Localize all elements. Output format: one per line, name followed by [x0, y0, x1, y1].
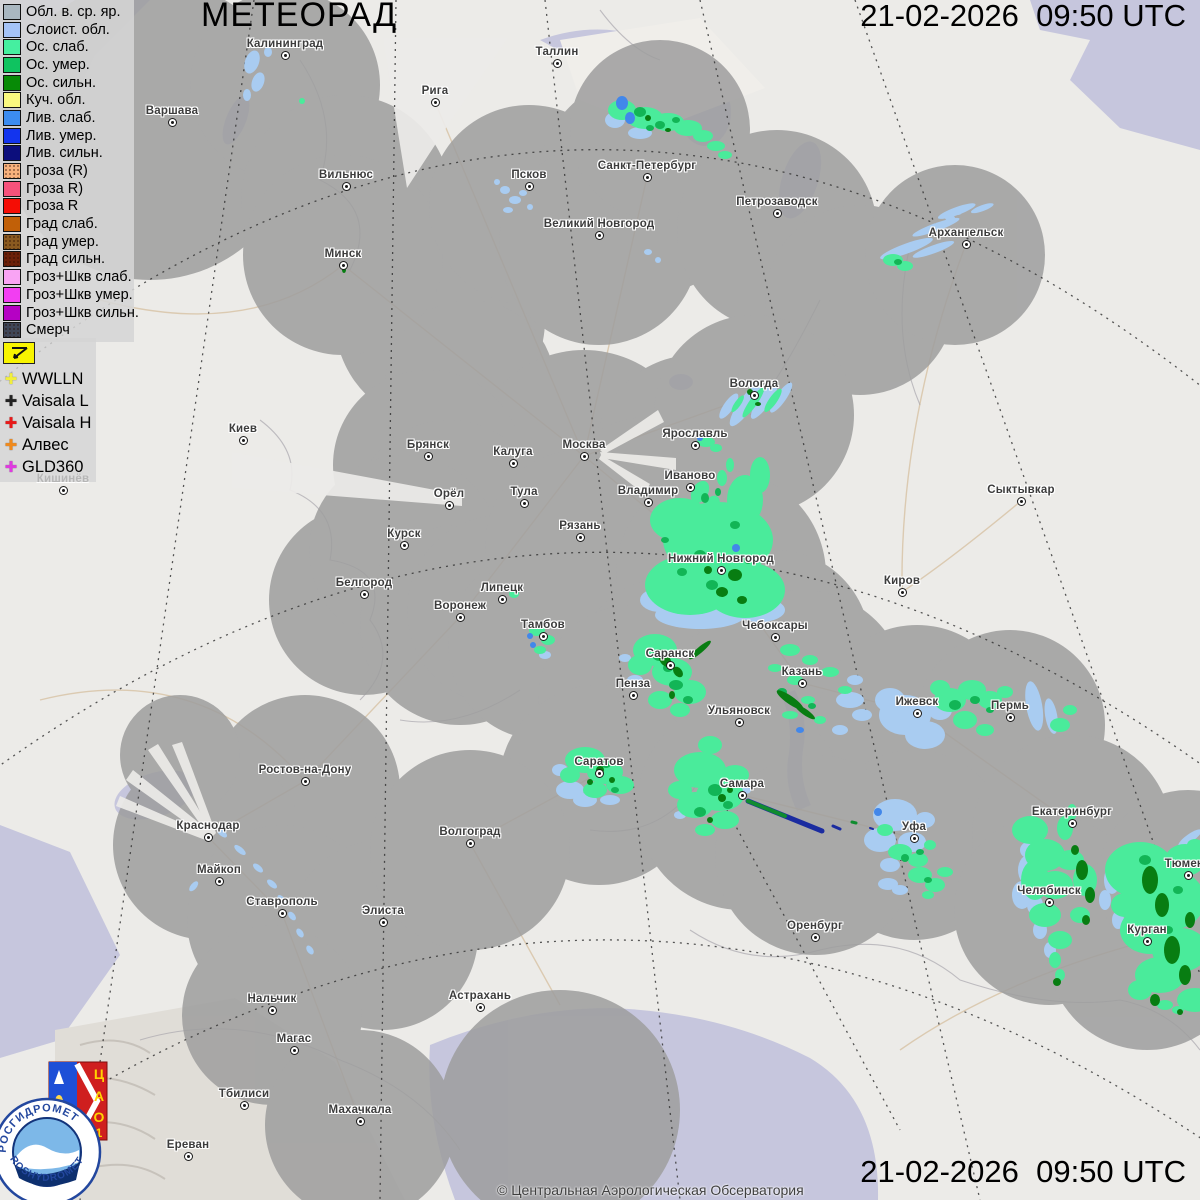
legend-label: Град умер. [26, 233, 99, 250]
legend-color-chip [3, 216, 21, 233]
legend-color-chip [3, 127, 21, 144]
legend-color-chip [3, 286, 21, 303]
legend-color-chip [3, 109, 21, 126]
lightning-row: ✚ WWLLN [2, 368, 96, 390]
legend-color-chip [3, 39, 21, 56]
legend-color-chip [3, 251, 21, 268]
legend-row: Ос. сильн. [3, 74, 134, 92]
legend-row: Лив. слаб. [3, 109, 134, 127]
legend-label: Обл. в. ср. яр. [26, 3, 121, 20]
legend-row: Гроз+Шкв сильн. [3, 304, 139, 322]
lightning-cross-icon: ✚ [4, 393, 18, 410]
lightning-cross-icon: ✚ [4, 415, 18, 432]
legend-label: Гроз+Шкв умер. [26, 286, 133, 303]
legend-color-chip [3, 304, 21, 321]
legend-label: Лив. сильн. [26, 145, 103, 162]
legend-color-chip [3, 145, 21, 162]
legend-color-chip [3, 92, 21, 109]
legend-label: Гроза (R) [26, 163, 88, 180]
samara-spike [745, 798, 874, 834]
svg-text:А: А [94, 1088, 104, 1104]
legend-color-chip [3, 3, 21, 20]
legend-color-chip [3, 56, 21, 73]
legend-row: Гроза R [3, 198, 134, 216]
beam-gaps [116, 38, 676, 841]
lightning-legend: ✚ WWLLN ✚ Vaisala L ✚ Vaisala H ✚ Алвес ✚ GLD360 [0, 338, 96, 482]
legend-label: Ос. сильн. [26, 74, 96, 91]
legend-label: Гроза R [26, 198, 79, 215]
legend-row: Слоист. обл. [3, 21, 134, 39]
legend-row: Град сильн. [3, 251, 134, 269]
page-title: МЕТЕОРАД [201, 0, 398, 34]
legend-label: Гроз+Шкв сильн. [26, 304, 139, 321]
legend-label: Лив. умер. [26, 127, 97, 144]
krasnodar-speckle [189, 881, 199, 892]
legend-label: Гроз+Шкв слаб. [26, 269, 132, 286]
legend-row: Град умер. [3, 233, 134, 251]
legend-row: Лив. умер. [3, 127, 134, 145]
legend-label: Гроза R) [26, 180, 84, 197]
legend-color-chip [3, 163, 21, 180]
lightning-cross-icon: ✚ [4, 437, 18, 454]
timestamp-bottom: 21-02-2026 09:50 UTC [860, 1154, 1186, 1189]
lightning-label: Vaisala H [22, 413, 92, 432]
roshydromet-logo: РОСГИДРОМЕТ ROSHYDROMET [0, 1097, 102, 1200]
legend-row: Гроз+Шкв слаб. [3, 268, 134, 286]
lightning-label: Vaisala L [22, 391, 89, 410]
lightning-row: ✚ GLD360 [2, 456, 96, 478]
precip-legend: Обл. в. ср. яр. Слоист. обл. Ос. слаб. Ос. … [0, 0, 139, 343]
legend-color-chip [3, 198, 21, 215]
legend-row: Смерч [3, 321, 134, 339]
legend-row: Гроза R) [3, 180, 134, 198]
lightning-label: GLD360 [22, 457, 84, 476]
squall-symbol [3, 342, 35, 364]
legend-color-chip [3, 21, 21, 38]
legend-label: Ос. умер. [26, 56, 90, 73]
timestamp-top: 21-02-2026 09:50 UTC [860, 0, 1186, 33]
legend-label: Куч. обл. [26, 92, 86, 109]
attribution: © Центральная Аэрологическая Обсерватори… [497, 1182, 804, 1198]
precip-legend-list: Обл. в. ср. яр. Слоист. обл. Ос. слаб. Ос. … [3, 3, 139, 339]
logo-area [0, 1055, 120, 1200]
legend-row: Ос. слаб. [3, 38, 134, 56]
legend-color-chip [3, 322, 21, 339]
legend-color-chip [3, 269, 21, 286]
lightning-row: ✚ Vaisala H [2, 412, 96, 434]
lightning-label: WWLLN [22, 369, 84, 388]
legend-row: Куч. обл. [3, 91, 134, 109]
legend-color-chip [3, 233, 21, 250]
legend-color-chip [3, 180, 21, 197]
cao-letters: Ц [94, 1066, 105, 1082]
legend-row: Гроз+Шкв умер. [3, 286, 134, 304]
lightning-label: Алвес [22, 435, 69, 454]
squall-arrow-icon [12, 347, 28, 359]
lightning-cross-icon: ✚ [4, 371, 18, 388]
legend-label: Лив. слаб. [26, 109, 96, 126]
legend-row: Ос. умер. [3, 56, 134, 74]
legend-label: Град слаб. [26, 216, 98, 233]
legend-row: Гроза (R) [3, 162, 134, 180]
legend-label: Ос. слаб. [26, 39, 89, 56]
precip-shower-blue [527, 96, 882, 816]
legend-label: Слоист. обл. [26, 21, 110, 38]
legend-color-chip [3, 74, 21, 91]
legend-row: Град слаб. [3, 215, 134, 233]
lightning-row: ✚ Алвес [2, 434, 96, 456]
legend-label: Смерч [26, 322, 70, 339]
legend-row: Лив. сильн. [3, 145, 134, 163]
legend-label: Град сильн. [26, 251, 106, 268]
lightning-row: ✚ Vaisala L [2, 390, 96, 412]
lightning-legend-list: ✚ WWLLN ✚ Vaisala L ✚ Vaisala H ✚ Алвес ✚ GLD360 [2, 368, 96, 478]
svg-text:О: О [94, 1109, 105, 1125]
legend-row: Обл. в. ср. яр. [3, 3, 134, 21]
lightning-cross-icon: ✚ [4, 459, 18, 476]
